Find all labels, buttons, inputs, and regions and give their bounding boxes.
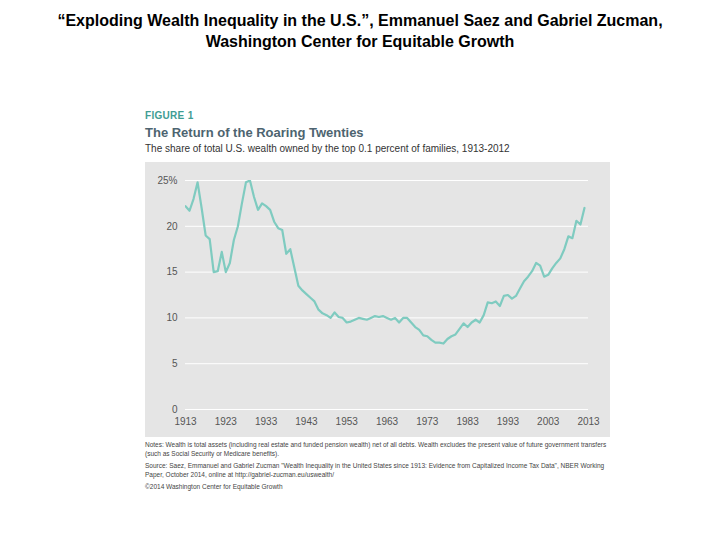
svg-text:1963: 1963 [376, 416, 399, 427]
svg-text:2003: 2003 [537, 416, 560, 427]
html-text:Source: Saez, Emmanuel and Gab: Source: Saez, Emmanuel and Gabriel Zucma… [145, 462, 605, 478]
svg-text:1953: 1953 [336, 416, 359, 427]
html-text:The Return of the Roaring Twen: The Return of the Roaring Twenties [145, 125, 364, 140]
svg-text:25%: 25% [157, 175, 177, 186]
svg-text:1913: 1913 [174, 416, 197, 427]
svg-text:20: 20 [166, 221, 178, 232]
svg-text:1973: 1973 [416, 416, 439, 427]
svg-text:1923: 1923 [215, 416, 238, 427]
html-text:The share of total U.S. wealth: The share of total U.S. wealth owned by … [145, 143, 510, 154]
html-text:FIGURE 1: FIGURE 1 [145, 110, 194, 121]
svg-text:0: 0 [172, 404, 178, 415]
svg-text:1983: 1983 [456, 416, 479, 427]
html-text:Notes: Wealth is total assets: Notes: Wealth is total assets (including… [145, 441, 607, 457]
html-text:“Exploding Wealth Inequality i: “Exploding Wealth Inequality in the U.S.… [57, 12, 663, 50]
svg-text:1943: 1943 [295, 416, 318, 427]
svg-text:2013: 2013 [577, 416, 600, 427]
svg-text:1993: 1993 [497, 416, 520, 427]
svg-text:1933: 1933 [255, 416, 278, 427]
svg-text:15: 15 [166, 266, 178, 277]
html-text:©2014 Washington Center for Eq: ©2014 Washington Center for Equitable Gr… [145, 483, 283, 490]
svg-text:5: 5 [172, 358, 178, 369]
svg-text:10: 10 [166, 312, 178, 323]
